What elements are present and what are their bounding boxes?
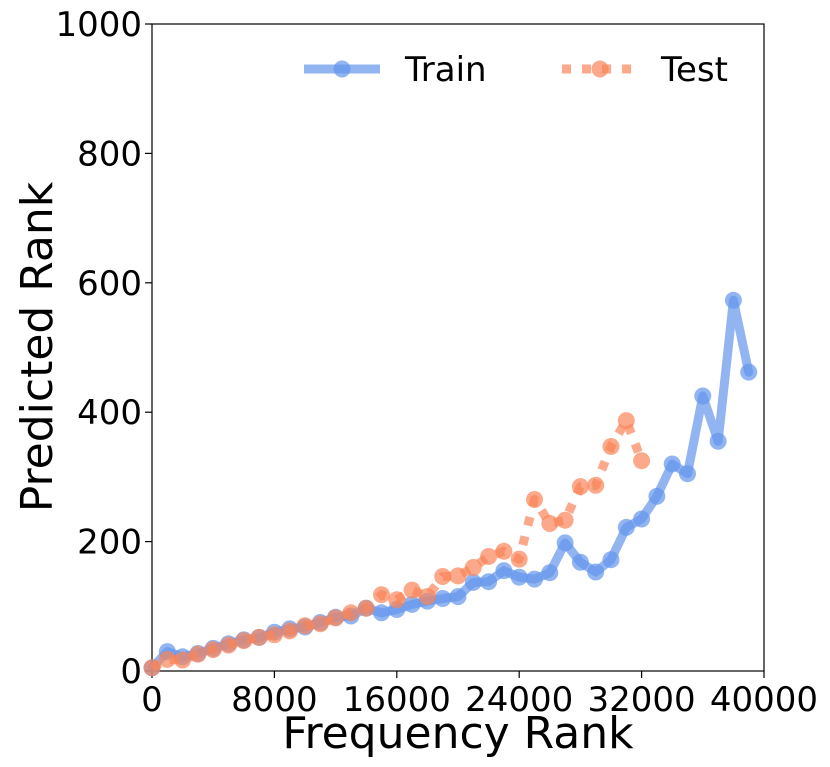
data-point-train bbox=[663, 455, 681, 473]
data-point-test bbox=[143, 659, 161, 677]
data-point-test bbox=[327, 609, 345, 627]
data-point-train bbox=[571, 553, 589, 571]
series-layer bbox=[143, 291, 758, 677]
data-point-train bbox=[464, 573, 482, 591]
data-point-train bbox=[740, 363, 758, 381]
data-point-test bbox=[571, 478, 589, 496]
y-tick-label: 600 bbox=[77, 264, 142, 304]
data-point-test bbox=[587, 476, 605, 494]
data-point-test bbox=[403, 581, 421, 599]
data-point-test bbox=[189, 645, 207, 663]
data-point-test bbox=[250, 628, 268, 646]
x-tick-label: 32000 bbox=[588, 680, 696, 720]
data-point-train bbox=[541, 564, 559, 582]
data-point-test bbox=[480, 548, 498, 565]
y-tick-label: 400 bbox=[77, 393, 142, 433]
data-point-train bbox=[526, 570, 543, 588]
data-point-train bbox=[602, 551, 620, 569]
data-point-test bbox=[510, 550, 528, 568]
data-point-test bbox=[602, 438, 620, 455]
data-point-test bbox=[373, 586, 390, 604]
data-point-train bbox=[694, 387, 712, 405]
data-point-test bbox=[388, 591, 406, 609]
data-point-train bbox=[724, 291, 742, 309]
data-point-train bbox=[480, 573, 498, 591]
y-axis-title: Predicted Rank bbox=[12, 181, 63, 512]
data-point-test bbox=[526, 491, 543, 508]
data-point-train bbox=[373, 604, 390, 622]
y-tick-label: 800 bbox=[77, 134, 142, 174]
x-tick-label: 16000 bbox=[343, 680, 451, 720]
data-point-test bbox=[158, 650, 176, 668]
data-point-test bbox=[464, 559, 482, 576]
x-axis-ticks: 0 8000 16000 24000 32000 40000 bbox=[141, 671, 818, 720]
y-axis-ticks: 0 200 400 600 800 1000 bbox=[55, 5, 152, 692]
x-tick-label: 8000 bbox=[231, 680, 318, 720]
legend-marker-train bbox=[333, 60, 351, 78]
x-tick-label: 40000 bbox=[710, 680, 818, 720]
data-point-test bbox=[541, 515, 559, 532]
data-point-test bbox=[204, 641, 222, 659]
plot-frame bbox=[151, 23, 765, 672]
legend-label-test: Test bbox=[660, 50, 728, 90]
data-point-train bbox=[679, 465, 696, 483]
series-test bbox=[143, 412, 651, 677]
legend: Train Test bbox=[304, 50, 728, 90]
data-point-test bbox=[617, 412, 635, 430]
data-point-test bbox=[342, 604, 360, 622]
legend-item-test: Test bbox=[562, 50, 728, 90]
data-point-test bbox=[220, 636, 237, 654]
series-train bbox=[143, 291, 758, 677]
data-point-test bbox=[357, 599, 375, 617]
data-point-test bbox=[434, 568, 452, 585]
data-point-train bbox=[510, 568, 528, 586]
data-point-train bbox=[556, 534, 574, 552]
data-point-test bbox=[418, 588, 436, 606]
x-axis-title: Frequency Rank bbox=[282, 708, 634, 759]
data-point-test bbox=[281, 622, 299, 640]
x-tick-label: 0 bbox=[141, 680, 163, 720]
data-point-test bbox=[449, 567, 467, 585]
data-point-train bbox=[495, 562, 513, 580]
data-point-train bbox=[617, 518, 635, 536]
legend-item-train: Train bbox=[304, 50, 487, 90]
data-point-train bbox=[403, 595, 421, 613]
data-point-train bbox=[434, 590, 452, 607]
data-point-test bbox=[296, 617, 314, 635]
data-point-test bbox=[495, 542, 513, 560]
data-point-train bbox=[587, 563, 605, 581]
x-tick-label: 24000 bbox=[465, 680, 573, 720]
data-point-test bbox=[556, 511, 574, 529]
y-tick-label: 200 bbox=[77, 523, 142, 563]
legend-marker-test bbox=[591, 60, 609, 78]
legend-label-train: Train bbox=[404, 50, 487, 90]
y-tick-label: 1000 bbox=[55, 5, 142, 45]
data-point-test bbox=[311, 615, 329, 633]
data-point-train bbox=[648, 487, 666, 505]
data-point-train bbox=[709, 432, 727, 450]
data-point-test bbox=[265, 626, 283, 644]
data-point-test bbox=[235, 632, 253, 650]
series-line-train bbox=[147, 295, 754, 673]
data-point-test bbox=[633, 452, 651, 470]
data-point-train bbox=[449, 588, 467, 606]
data-point-train bbox=[633, 510, 651, 528]
y-tick-label: 0 bbox=[120, 652, 142, 692]
data-point-test bbox=[174, 651, 192, 669]
